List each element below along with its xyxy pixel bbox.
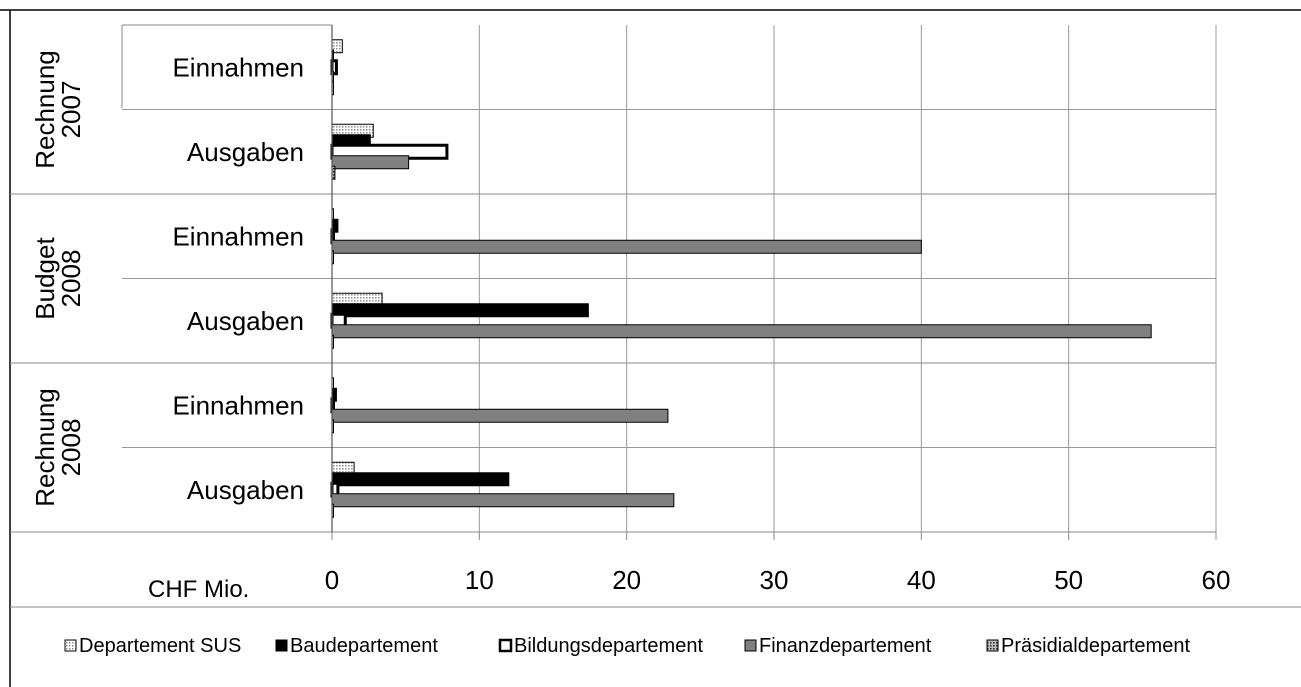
legend-swatch [986,639,999,652]
x-tick-label: 0 [325,565,339,595]
category-labels: Rechnung2007EinnahmenAusgabenBudget2008E… [30,50,304,507]
legend-label: Bildungsdepartement [514,635,703,657]
chart-frame [0,9,1301,687]
bar [331,324,1152,339]
category-label: Einnahmen [172,390,304,420]
group-label-line: Rechnung [30,50,60,169]
unit-label: CHF Mio. [148,576,249,603]
x-tick-label: 30 [760,565,789,595]
bar [331,408,669,423]
x-tick-label: 20 [612,565,641,595]
legend-label: Finanzdepartement [759,635,932,657]
x-tick-label: 40 [907,565,936,595]
group-label: Budget2008 [30,237,86,320]
group-label-line: Rechnung [30,388,60,507]
group-label-line: 2008 [56,250,86,308]
x-tick-label: 60 [1202,565,1231,595]
bars [330,39,1152,518]
category-label: Einnahmen [172,221,304,251]
category-label: Einnahmen [172,52,304,82]
group-label: Rechnung2007 [30,50,86,169]
legend-swatch [498,638,513,653]
category-label: Ausgaben [187,306,304,336]
group-label-line: 2007 [56,81,86,139]
x-tick-label: 10 [465,565,494,595]
bar [331,303,589,318]
group-label: Rechnung2008 [30,388,86,507]
bar [331,155,410,170]
legend-swatch [744,639,757,652]
legend-label: Departement SUS [79,635,241,657]
category-label: Ausgaben [187,137,304,167]
legend-label: Baudepartement [290,635,438,657]
bar [331,472,510,487]
legend: Departement SUS Baudepartement Bildungsdep… [10,606,1301,657]
group-label-line: 2008 [56,419,86,477]
legend-label: Präsidialdepartement [1001,635,1190,657]
category-label: Ausgaben [187,475,304,505]
bar [331,493,675,508]
group-label-line: Budget [30,237,60,320]
legend-swatch [275,639,288,652]
axis: 0 10 20 30 40 50 60 [325,25,1231,595]
gridlines [478,25,1217,532]
bar [331,239,922,254]
x-tick-label: 50 [1054,565,1083,595]
legend-swatch [64,639,77,652]
